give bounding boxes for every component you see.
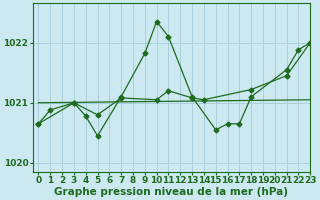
X-axis label: Graphe pression niveau de la mer (hPa): Graphe pression niveau de la mer (hPa) — [54, 187, 288, 197]
